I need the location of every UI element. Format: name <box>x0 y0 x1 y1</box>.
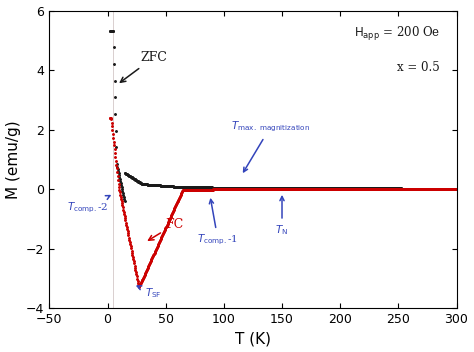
X-axis label: T (K): T (K) <box>235 332 271 346</box>
Text: $\rm H_{app}$ = 200 Oe: $\rm H_{app}$ = 200 Oe <box>354 25 440 43</box>
Text: $T_{\rm SF}$: $T_{\rm SF}$ <box>137 286 162 300</box>
Text: x = 0.5: x = 0.5 <box>398 61 440 74</box>
Text: ZFC: ZFC <box>120 51 167 82</box>
Text: $T_{\rm comp.}$-2: $T_{\rm comp.}$-2 <box>67 196 110 215</box>
Y-axis label: M (emu/g): M (emu/g) <box>6 120 20 199</box>
Text: $T_{\rm N}$: $T_{\rm N}$ <box>275 196 289 238</box>
Text: FC: FC <box>148 218 184 240</box>
Text: $T_{\rm comp.}$-1: $T_{\rm comp.}$-1 <box>198 199 238 247</box>
Text: $T_{\rm max.\ magnitization}$: $T_{\rm max.\ magnitization}$ <box>231 120 310 172</box>
